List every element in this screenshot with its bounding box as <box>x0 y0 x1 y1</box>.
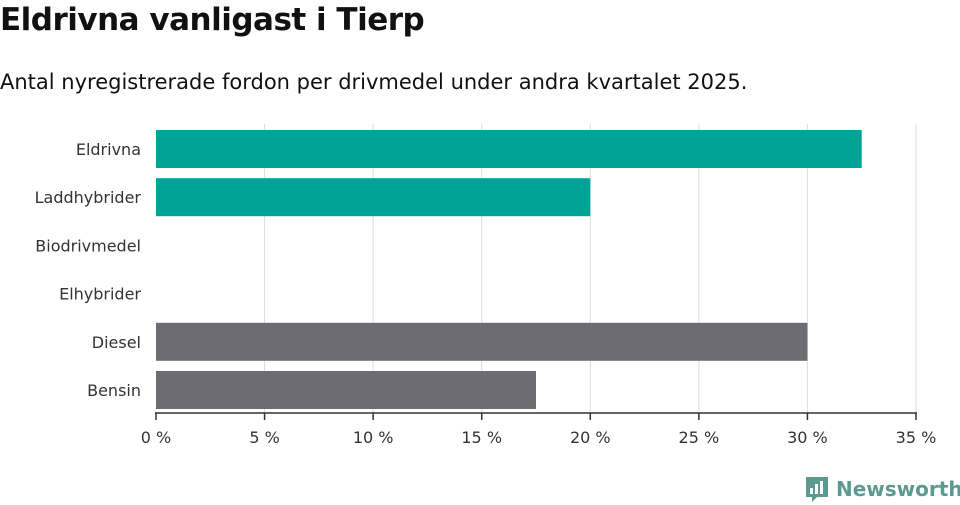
newsworthy-logo: Newsworthy <box>804 474 960 504</box>
category-label: Laddhybrider <box>35 188 142 207</box>
x-tick-label: 25 % <box>679 428 720 447</box>
x-tick-label: 15 % <box>461 428 502 447</box>
category-label: Diesel <box>92 333 141 352</box>
x-tick-label: 20 % <box>570 428 611 447</box>
category-label: Eldrivna <box>76 140 141 159</box>
x-tick-label: 0 % <box>141 428 171 447</box>
x-tick-label: 5 % <box>249 428 279 447</box>
bar <box>156 130 862 168</box>
newsworthy-logo-icon <box>806 477 828 502</box>
category-label: Elhybrider <box>59 285 141 304</box>
newsworthy-logo-text: Newsworthy <box>836 477 960 501</box>
x-tick-label: 10 % <box>353 428 394 447</box>
bar <box>156 322 808 361</box>
category-label: Bensin <box>87 381 141 400</box>
x-tick-label: 35 % <box>896 428 937 447</box>
bar <box>156 178 591 217</box>
category-label: Biodrivmedel <box>35 236 141 255</box>
bar <box>156 371 536 409</box>
chart-title: Eldrivna vanligast i Tierp <box>0 2 425 38</box>
chart-subtitle: Antal nyregistrerade fordon per drivmede… <box>0 70 748 94</box>
x-tick-label: 30 % <box>787 428 828 447</box>
